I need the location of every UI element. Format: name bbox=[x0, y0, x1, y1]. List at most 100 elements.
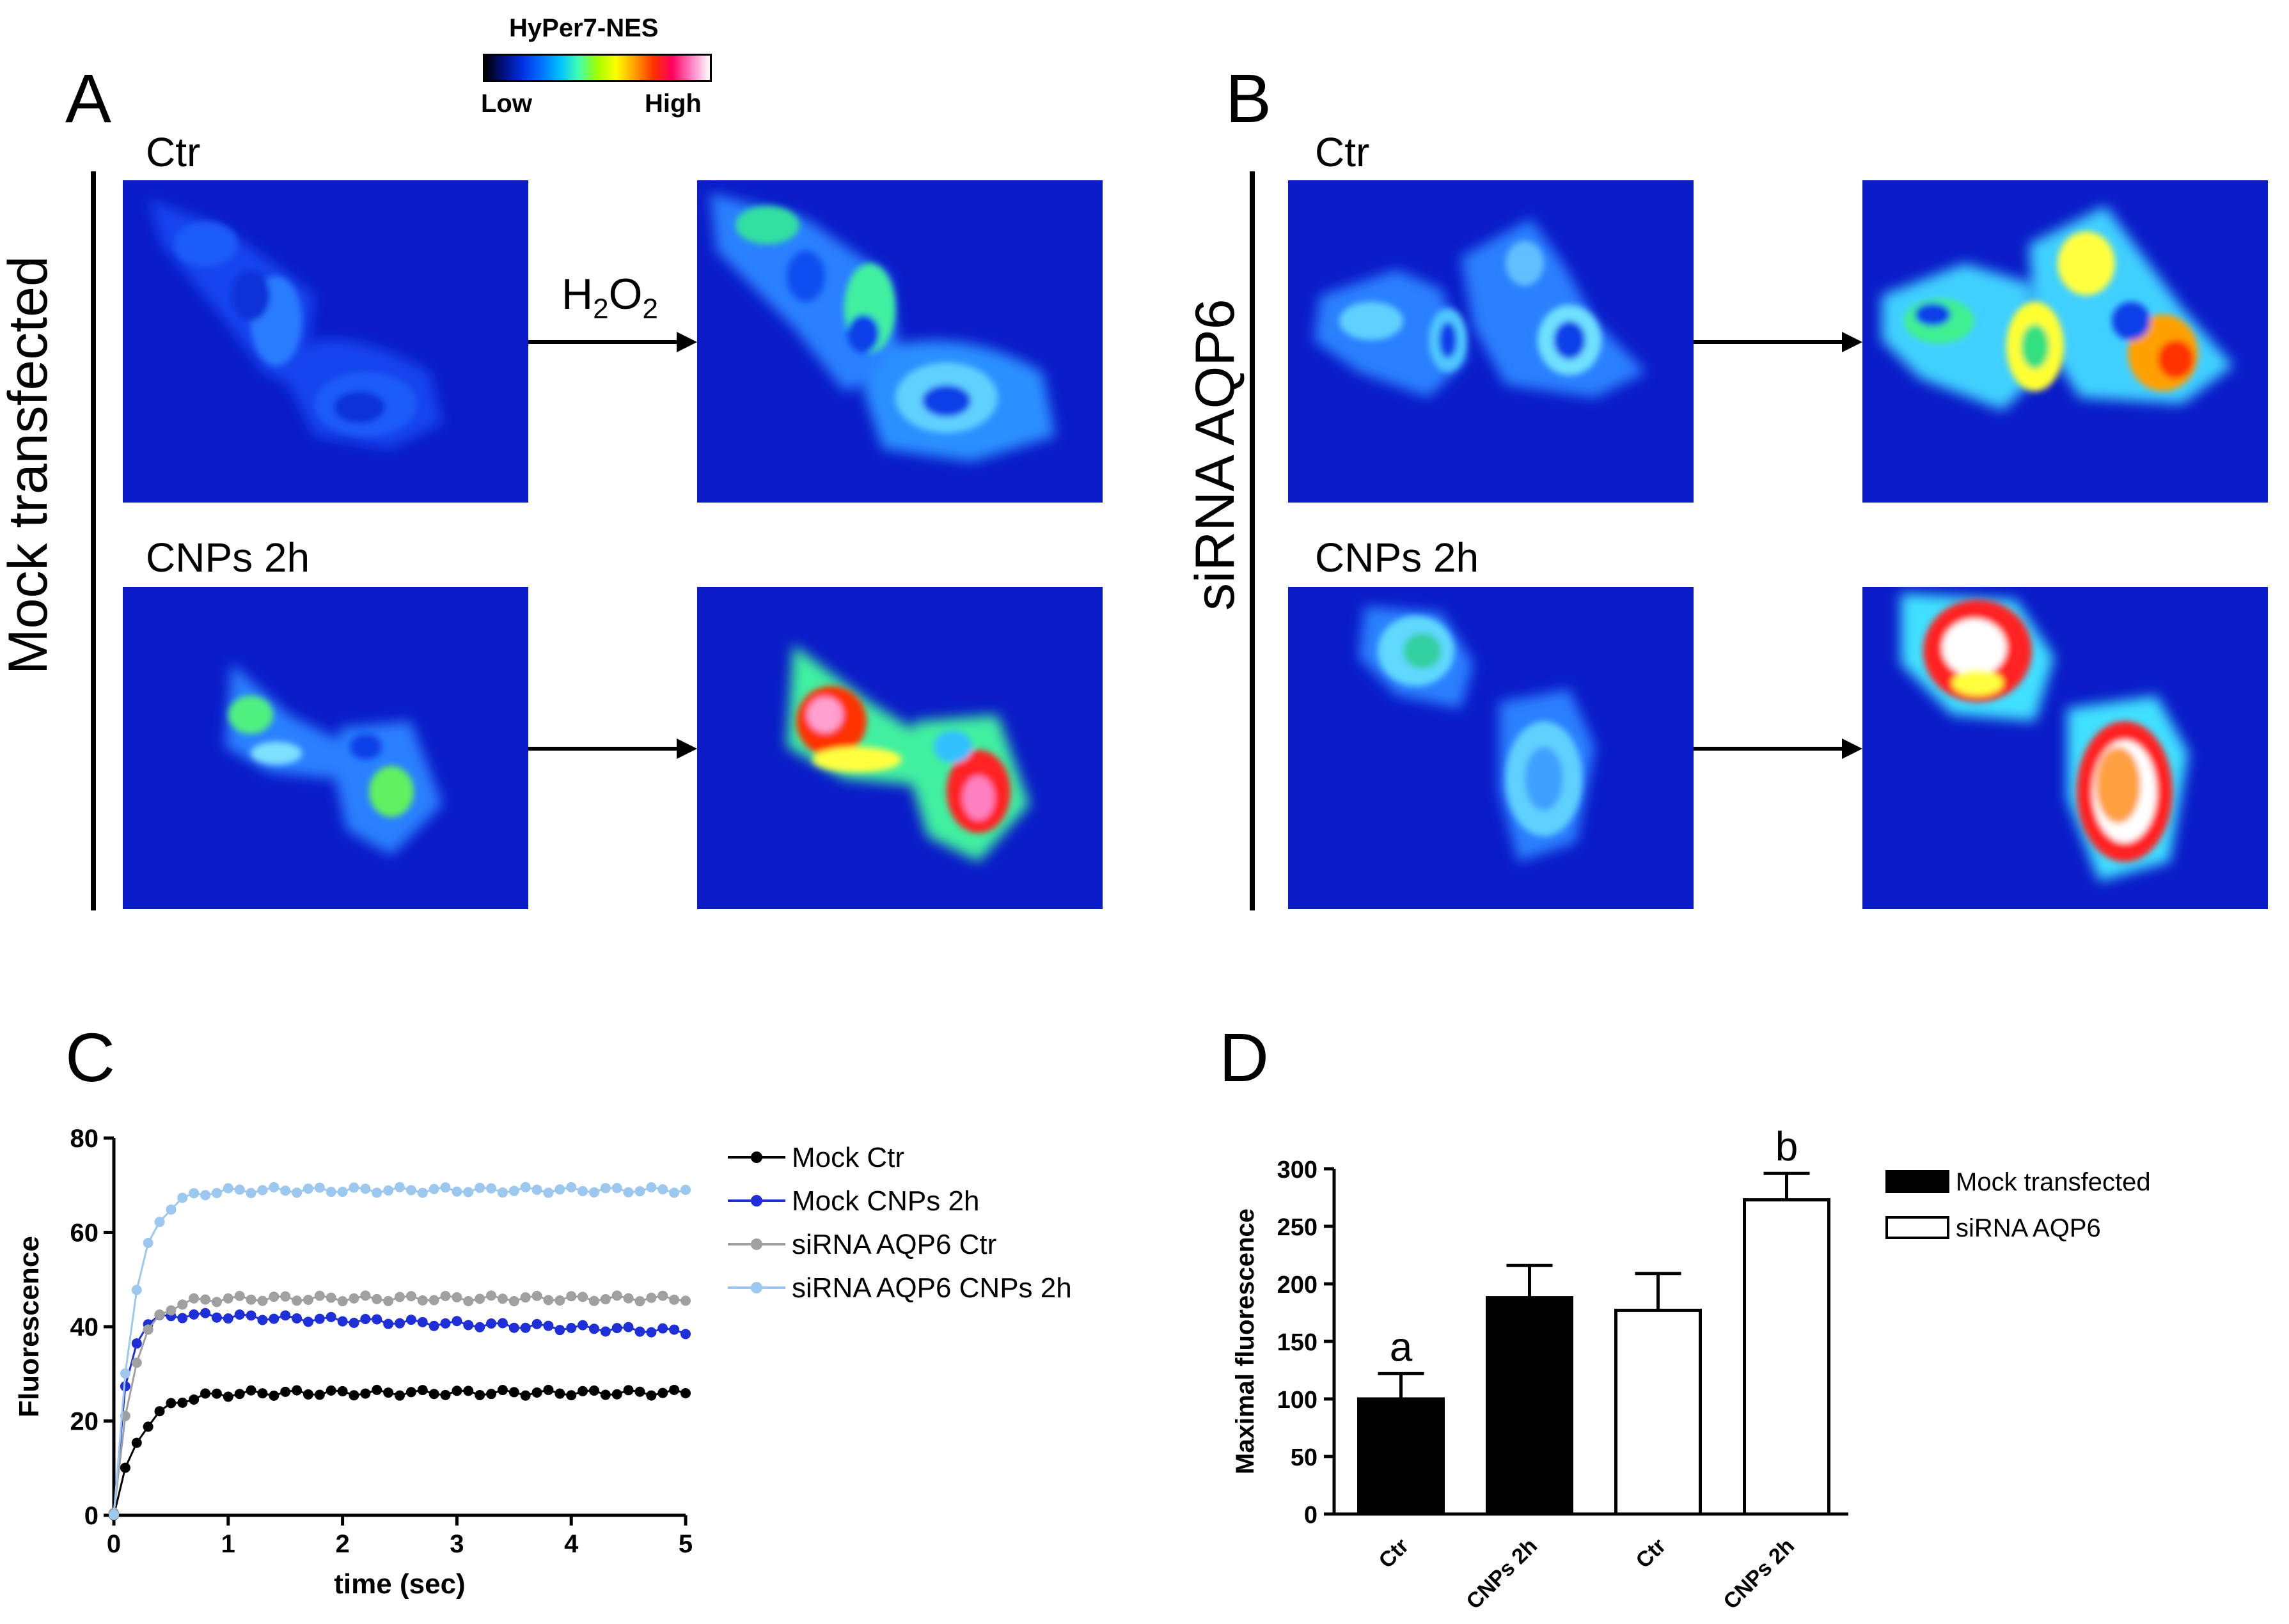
d-y-axis-label: Maximal fluorescence bbox=[1231, 1208, 1259, 1474]
c-series-point bbox=[600, 1183, 611, 1194]
c-series-point bbox=[555, 1295, 565, 1306]
c-series-point bbox=[417, 1316, 428, 1327]
c-series-point bbox=[508, 1387, 519, 1398]
arrow-a-row1 bbox=[528, 340, 678, 344]
micrograph-a-ctr-before bbox=[123, 180, 528, 503]
c-series-point bbox=[508, 1296, 519, 1307]
panel-a-divider bbox=[91, 171, 96, 910]
c-series-point bbox=[200, 1190, 211, 1201]
d-y-tick-label: 50 bbox=[1291, 1444, 1318, 1471]
c-series-point bbox=[646, 1182, 657, 1192]
micrograph-a-ctr-after bbox=[697, 180, 1103, 503]
c-y-tick-label: 80 bbox=[70, 1125, 99, 1153]
c-series-point bbox=[360, 1290, 371, 1301]
c-series-point bbox=[395, 1318, 405, 1329]
c-series-point bbox=[611, 1389, 622, 1400]
c-series-point bbox=[372, 1293, 382, 1304]
arrow-b-row1 bbox=[1694, 340, 1843, 344]
d-legend-swatch bbox=[1885, 1216, 1949, 1239]
c-y-tick-label: 0 bbox=[84, 1502, 98, 1530]
c-legend-marker bbox=[751, 1238, 762, 1250]
c-series-point bbox=[177, 1313, 188, 1323]
d-y-tick-label: 150 bbox=[1277, 1329, 1318, 1356]
c-y-tick-label: 40 bbox=[70, 1313, 99, 1341]
c-series-point bbox=[623, 1385, 634, 1396]
d-x-tick-label: CNPs 2h bbox=[1719, 1534, 1799, 1614]
c-series-point bbox=[177, 1192, 188, 1203]
c-series-point bbox=[417, 1295, 428, 1306]
c-series-point bbox=[166, 1398, 177, 1409]
c-series-point bbox=[269, 1182, 279, 1192]
c-series-point bbox=[166, 1204, 177, 1215]
c-series-point bbox=[657, 1387, 668, 1398]
c-series-point bbox=[360, 1388, 371, 1399]
c-series-point bbox=[429, 1295, 439, 1306]
colorbar-title: HyPer7-NES bbox=[509, 14, 659, 42]
arrow-head-b-row1 bbox=[1842, 332, 1862, 352]
d-bar bbox=[1486, 1296, 1573, 1516]
c-series-point bbox=[189, 1293, 200, 1304]
c-series-point bbox=[463, 1386, 474, 1396]
c-legend-label: Mock Ctr bbox=[792, 1142, 904, 1173]
c-series-point bbox=[555, 1325, 565, 1336]
c-x-tick-label: 3 bbox=[450, 1530, 464, 1558]
c-series-point bbox=[440, 1182, 451, 1193]
c-series-point bbox=[189, 1188, 200, 1199]
c-legend-label: siRNA AQP6 Ctr bbox=[792, 1229, 996, 1260]
c-x-tick-label: 2 bbox=[335, 1530, 349, 1558]
c-series-point bbox=[189, 1309, 200, 1320]
c-series-point bbox=[372, 1314, 382, 1325]
c-series-point bbox=[143, 1324, 153, 1335]
c-series-point bbox=[314, 1313, 325, 1324]
c-series-point bbox=[634, 1326, 645, 1337]
c-series-point bbox=[383, 1185, 394, 1196]
c-series-point bbox=[543, 1320, 554, 1331]
c-series-point bbox=[223, 1183, 233, 1194]
c-series-point bbox=[234, 1389, 245, 1400]
c-series-point bbox=[531, 1290, 542, 1301]
c-series-point bbox=[303, 1294, 313, 1305]
c-series-point bbox=[531, 1184, 542, 1195]
micrograph-b-cnps-after bbox=[1862, 587, 2268, 909]
panel-b-divider bbox=[1250, 171, 1255, 910]
c-series-point bbox=[543, 1187, 554, 1198]
c-series-point bbox=[211, 1388, 222, 1399]
c-series-point bbox=[646, 1327, 657, 1338]
d-x-tick-label: Ctr bbox=[1374, 1534, 1414, 1573]
c-series-point bbox=[680, 1329, 691, 1339]
c-series-point bbox=[280, 1185, 291, 1196]
c-series-point bbox=[531, 1387, 542, 1398]
c-series-point bbox=[440, 1389, 451, 1400]
c-series-point bbox=[611, 1323, 622, 1334]
c-series-point bbox=[543, 1384, 554, 1395]
d-legend-swatch bbox=[1885, 1170, 1949, 1193]
c-series-point bbox=[531, 1318, 542, 1329]
c-series-point bbox=[566, 1390, 577, 1401]
c-series-point bbox=[611, 1183, 622, 1194]
c-series-point bbox=[578, 1186, 588, 1197]
c-series-point bbox=[440, 1290, 451, 1301]
c-series-point bbox=[429, 1183, 439, 1194]
c-series-point bbox=[578, 1320, 588, 1331]
micrograph-b-ctr-after bbox=[1862, 180, 2268, 503]
c-series-point bbox=[508, 1322, 519, 1333]
c-series-point bbox=[234, 1184, 245, 1195]
d-bar bbox=[1743, 1198, 1830, 1516]
c-series-point bbox=[246, 1187, 256, 1198]
c-series-point bbox=[680, 1388, 691, 1399]
c-series-point bbox=[417, 1187, 428, 1198]
c-series-point bbox=[109, 1510, 119, 1520]
c-x-axis-label: time (sec) bbox=[334, 1568, 465, 1600]
c-series-point bbox=[578, 1292, 588, 1302]
c-series-point bbox=[417, 1385, 428, 1396]
c-series-point bbox=[486, 1389, 497, 1400]
c-x-tick-label: 4 bbox=[564, 1530, 579, 1558]
c-series-point bbox=[234, 1290, 245, 1301]
c-series-point bbox=[634, 1386, 645, 1397]
c-series-line bbox=[113, 1186, 686, 1515]
c-series-point bbox=[555, 1184, 565, 1195]
chart-d: 0 50 100 150 200 250 300 Maximal fluorescence a C… bbox=[1231, 1123, 2151, 1614]
panel-letter-b: B bbox=[1225, 59, 1272, 137]
c-series-point bbox=[314, 1182, 325, 1193]
c-series-point bbox=[588, 1295, 599, 1306]
